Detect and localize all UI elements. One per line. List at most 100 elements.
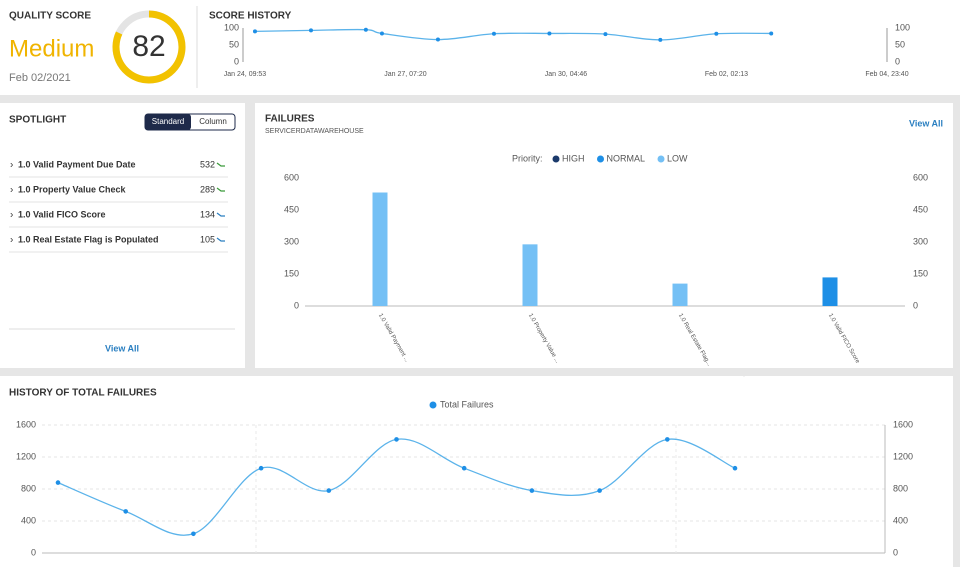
trend-icon	[216, 162, 225, 167]
y2-tick-label: 300	[913, 236, 928, 246]
y2-tick-label: 1600	[893, 419, 913, 429]
quality-score: 82	[132, 30, 165, 63]
legend-swatch	[657, 155, 665, 163]
point	[435, 37, 440, 42]
item-label[interactable]: 1.0 Real Estate Flag is Populated	[18, 234, 159, 244]
point	[191, 531, 196, 537]
y2-tick-label: 450	[913, 204, 928, 214]
point	[308, 28, 313, 33]
point	[665, 437, 670, 442]
point	[597, 488, 602, 493]
x-tick-label: Feb 02, 02:13	[705, 71, 748, 78]
point	[55, 480, 61, 485]
chevron: ›	[10, 235, 13, 246]
item-value: 134	[200, 209, 215, 219]
point	[491, 31, 496, 36]
y-tick-label: 600	[284, 172, 299, 182]
chart-title: SCORE HISTORY	[209, 11, 292, 22]
legend-swatch	[429, 401, 437, 409]
spotlight-title: SPOTLIGHT	[9, 115, 66, 126]
quality-date: Feb 02/2021	[9, 72, 71, 84]
line	[57, 438, 736, 536]
chevron: ›	[10, 185, 13, 196]
x-tick-label: Jan 24, 09:53	[224, 71, 267, 78]
y-tick-label: 0	[294, 300, 299, 310]
point	[258, 465, 264, 471]
y2-tick-label: 0	[913, 300, 918, 310]
view-all[interactable]: View All	[909, 118, 943, 128]
y-tick-label: 400	[21, 515, 36, 525]
toggle-standard[interactable]: Standard	[152, 117, 184, 126]
bar	[672, 283, 688, 306]
bar	[522, 244, 538, 306]
y2-tick-label: 600	[913, 172, 928, 182]
chevron: ›	[10, 160, 13, 171]
bar	[822, 277, 838, 306]
y-tick-label: 300	[284, 236, 299, 246]
point	[123, 509, 128, 514]
trend-icon	[216, 187, 225, 192]
y-tick-label: 450	[284, 204, 299, 214]
legend-label[interactable]: Total Failures	[440, 399, 494, 409]
item-label[interactable]: 1.0 Valid Payment Due Date	[18, 159, 136, 169]
y2-tick-label: 0	[895, 56, 900, 66]
item-value: 532	[200, 159, 215, 169]
point	[658, 37, 663, 42]
point	[461, 465, 467, 471]
y2-tick-label: 400	[893, 515, 908, 525]
legend-label[interactable]: NORMAL	[607, 153, 646, 163]
legend-swatch	[597, 155, 604, 163]
chart-title: HISTORY OF TOTAL FAILURES	[9, 388, 157, 399]
toggle-column[interactable]: Column	[199, 117, 227, 126]
point	[603, 32, 608, 37]
x-tick-label: Jan 27, 07:20	[384, 71, 427, 78]
y2-tick-label: 50	[895, 39, 905, 49]
y2-tick-label: 100	[895, 22, 910, 32]
point	[252, 29, 257, 34]
y-tick-label: 1200	[16, 451, 36, 461]
x-tick-label: Feb 04, 23:40	[865, 71, 908, 78]
y-tick-label: 1600	[16, 419, 36, 429]
chevron: ›	[10, 210, 13, 221]
point	[714, 31, 719, 36]
history-panel	[0, 376, 953, 567]
point	[547, 31, 552, 36]
point	[529, 488, 535, 493]
gauge-arc	[112, 10, 186, 84]
y-tick-label: 50	[229, 39, 239, 49]
trend-icon	[216, 212, 225, 217]
point	[379, 31, 384, 36]
failures-panel	[255, 103, 953, 368]
legend-title: Priority:	[512, 153, 543, 163]
pointer	[736, 368, 752, 377]
quality-title: QUALITY SCORE	[9, 11, 91, 22]
view-all[interactable]: View All	[105, 343, 139, 353]
y-tick-label: 0	[31, 547, 36, 557]
bar	[372, 192, 388, 306]
y2-tick-label: 1200	[893, 451, 913, 461]
quality-rating: Medium	[9, 35, 94, 62]
chart-title: FAILURES	[265, 114, 315, 125]
x-tick-label: Jan 30, 04:46	[545, 71, 588, 78]
y-tick-label: 800	[21, 483, 36, 493]
point	[326, 488, 332, 493]
item-label[interactable]: 1.0 Valid FICO Score	[18, 209, 106, 219]
y2-tick-label: 0	[893, 547, 898, 557]
y-tick-label: 150	[284, 268, 299, 278]
toggle-active[interactable]	[145, 114, 191, 130]
y-tick-label: 0	[234, 56, 239, 66]
point	[769, 31, 774, 36]
point	[363, 27, 368, 32]
point	[732, 465, 738, 471]
legend-label[interactable]: LOW	[667, 153, 688, 163]
point	[394, 437, 399, 442]
item-value: 289	[200, 184, 215, 194]
trend-icon	[216, 237, 225, 242]
y2-tick-label: 800	[893, 483, 908, 493]
chart-subtitle: SERVICERDATAWAREHOUSE	[265, 128, 364, 135]
item-label[interactable]: 1.0 Property Value Check	[18, 184, 127, 194]
legend-swatch	[552, 155, 560, 163]
legend-label[interactable]: HIGH	[562, 153, 585, 163]
spotlight-panel	[0, 103, 245, 368]
